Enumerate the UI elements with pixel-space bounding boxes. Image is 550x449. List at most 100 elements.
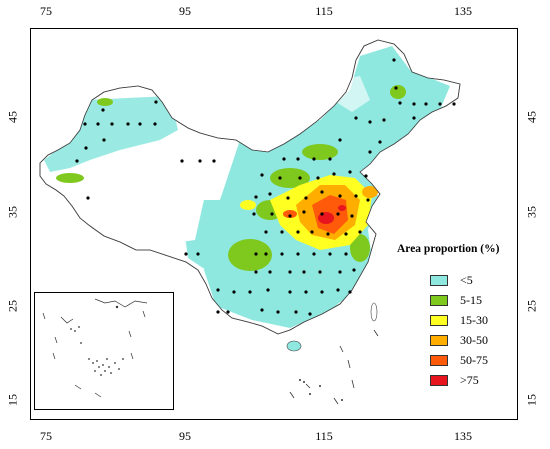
legend-item: 5-15	[430, 293, 482, 307]
station-dot	[412, 102, 416, 106]
bottom-tick-135: 135	[454, 429, 472, 443]
station-dot	[110, 122, 114, 126]
station-dot	[354, 116, 358, 120]
legend-item: 50-75	[430, 353, 488, 367]
station-dot	[280, 252, 284, 256]
station-dot	[318, 270, 322, 274]
station-dot	[282, 157, 286, 161]
bottom-tick-95: 95	[179, 429, 191, 443]
station-dot	[268, 270, 272, 274]
legend-item: 30-50	[430, 333, 488, 347]
station-dot	[83, 122, 87, 126]
station-dot	[320, 212, 324, 216]
station-dot	[86, 196, 90, 200]
station-dot	[296, 252, 300, 256]
station-dot	[398, 101, 402, 105]
station-dot	[288, 270, 292, 274]
station-dot	[96, 122, 100, 126]
bottom-tick-115: 115	[315, 429, 333, 443]
map-frame	[30, 28, 518, 420]
station-dot	[226, 310, 230, 314]
legend-swatch	[430, 274, 448, 286]
station-dot	[180, 159, 184, 163]
station-dot	[336, 212, 340, 216]
station-dot	[336, 288, 340, 292]
station-dot	[302, 270, 306, 274]
south-sea-islets	[299, 379, 343, 401]
station-dot	[326, 232, 330, 236]
station-dot	[288, 290, 292, 294]
legend-label: 30-50	[460, 332, 488, 347]
legend-swatch	[430, 294, 448, 306]
bottom-tick-75: 75	[40, 429, 52, 443]
station-dot	[260, 173, 264, 177]
station-dot	[438, 102, 442, 106]
station-dot	[268, 192, 272, 196]
legend-title: Area proportion (%)	[397, 243, 500, 255]
station-dot	[354, 194, 358, 198]
station-dot	[264, 252, 268, 256]
top-tick-75: 75	[40, 4, 52, 18]
station-dot	[392, 58, 396, 62]
station-dot	[276, 310, 280, 314]
station-dot	[350, 214, 354, 218]
station-dot	[75, 159, 79, 163]
legend-label: 5-15	[460, 292, 482, 307]
top-tick-95: 95	[179, 4, 191, 18]
station-dot	[278, 176, 282, 180]
station-dot	[358, 230, 362, 234]
station-dot	[348, 170, 352, 174]
station-dot	[248, 290, 252, 294]
top-tick-135: 135	[454, 4, 472, 18]
station-dot	[266, 288, 270, 292]
station-dot	[296, 157, 300, 161]
legend-swatch	[430, 314, 448, 326]
station-dot	[304, 290, 308, 294]
legend-swatch	[430, 354, 448, 366]
south-sea-inset	[34, 292, 174, 410]
station-dot	[308, 312, 312, 316]
station-dot	[320, 190, 324, 194]
legend-swatch	[430, 374, 448, 386]
station-dot	[366, 198, 370, 202]
legend-item: 15-30	[430, 313, 488, 327]
station-dot	[286, 196, 290, 200]
station-dot	[382, 118, 386, 122]
station-dot	[260, 308, 264, 312]
station-dot	[344, 232, 348, 236]
station-dot	[338, 138, 342, 142]
station-dot	[216, 310, 220, 314]
station-dot	[232, 290, 236, 294]
station-dot	[184, 252, 188, 256]
station-dot	[338, 194, 342, 198]
station-dot	[254, 270, 258, 274]
station-dot	[254, 195, 258, 199]
legend-swatch	[430, 334, 448, 346]
station-dot	[154, 100, 158, 104]
hainan-island	[286, 340, 302, 352]
station-dot	[352, 268, 356, 272]
station-dot	[304, 196, 308, 200]
station-dot	[328, 157, 332, 161]
station-dot	[102, 138, 106, 142]
station-dot	[138, 122, 142, 126]
station-points	[75, 58, 456, 316]
station-dot	[270, 212, 274, 216]
station-dot	[264, 230, 268, 234]
station-dot	[280, 230, 284, 234]
station-dot	[364, 174, 368, 178]
station-dot	[348, 290, 352, 294]
station-dot	[126, 122, 130, 126]
top-tick-115: 115	[315, 4, 333, 18]
station-dot	[424, 102, 428, 106]
station-dot	[302, 210, 306, 214]
station-dot	[312, 157, 316, 161]
station-dot	[212, 159, 216, 163]
station-dot	[198, 159, 202, 163]
station-dot	[312, 252, 316, 256]
station-dot	[412, 116, 416, 120]
land-use-layer	[44, 46, 450, 328]
station-dot	[196, 252, 200, 256]
station-dot	[368, 120, 372, 124]
